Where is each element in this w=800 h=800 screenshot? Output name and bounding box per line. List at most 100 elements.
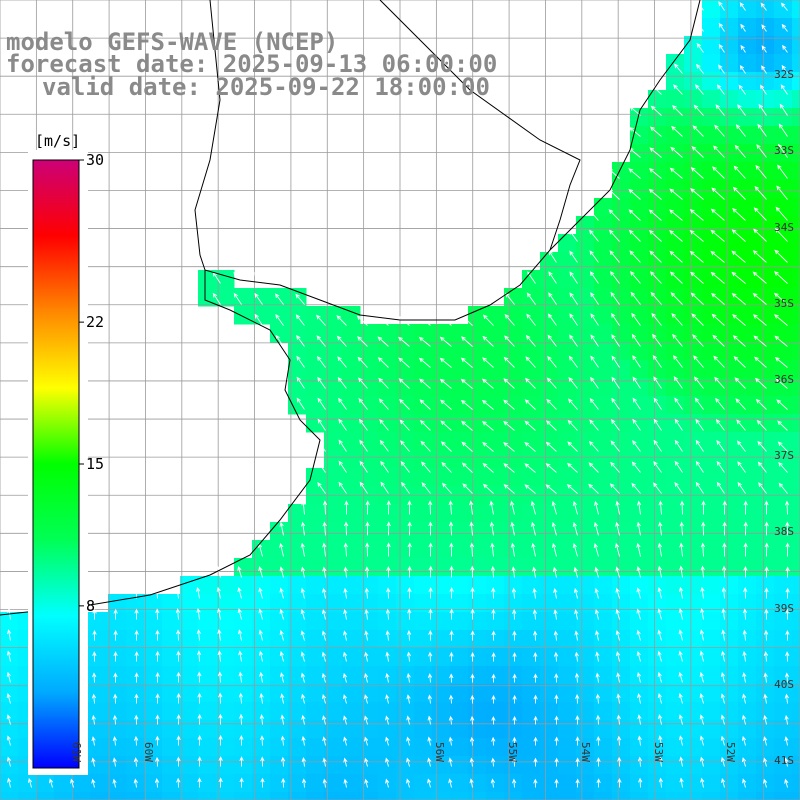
wind-arrow: [575, 693, 580, 704]
wind-cell: [252, 576, 271, 595]
wind-arrow: [400, 440, 410, 452]
wind-arrow: [615, 629, 620, 641]
wind-cell: [414, 504, 433, 523]
wind-arrow: [316, 355, 326, 368]
wind-arrow: [757, 440, 767, 452]
wind-arrow: [482, 462, 494, 473]
wind-cell: [792, 522, 800, 541]
wind-arrow: [378, 377, 389, 389]
wind-arrow: [134, 608, 139, 620]
wind-cell: [0, 792, 19, 800]
wind-arrow: [482, 335, 494, 347]
wind-cell: [234, 684, 253, 703]
wind-cell: [450, 612, 469, 631]
colorbar-tick-label: 8: [86, 596, 96, 615]
wind-cell: [612, 414, 631, 433]
wind-cell: [432, 612, 451, 631]
wind-arrow: [554, 694, 559, 704]
wind-cell: [648, 576, 667, 595]
wind-cell: [774, 720, 793, 739]
wind-arrow: [301, 778, 307, 788]
wind-arrow: [481, 399, 494, 410]
wind-cell: [450, 414, 469, 433]
wind-cell: [90, 648, 109, 667]
wind-arrow: [594, 587, 599, 599]
wind-arrow: [574, 609, 579, 620]
wind-arrow: [356, 315, 368, 326]
wind-cell: [576, 756, 595, 775]
wind-cell: [702, 342, 721, 361]
wind-arrow: [590, 292, 599, 305]
wind-cell: [720, 306, 739, 325]
wind-cell: [612, 378, 631, 397]
wind-arrow: [113, 672, 118, 683]
wind-cell: [36, 792, 55, 800]
wind-cell: [450, 756, 469, 775]
wind-arrow: [511, 587, 517, 599]
wind-cell: [612, 558, 631, 577]
wind-arrow: [653, 439, 662, 452]
wind-cell: [342, 702, 361, 721]
wind-arrow: [489, 500, 494, 515]
wind-cell: [648, 792, 667, 800]
wind-cell: [774, 234, 793, 253]
wind-arrow: [233, 292, 242, 305]
wind-arrow: [637, 756, 643, 767]
wind-cell: [666, 198, 685, 217]
wind-arrow: [337, 356, 347, 368]
wind-cell: [432, 774, 451, 793]
wind-arrow: [218, 756, 223, 767]
wind-arrow: [380, 460, 389, 473]
wind-cell: [450, 432, 469, 451]
wind-arrow: [449, 565, 454, 578]
wind-cell: [576, 558, 595, 577]
wind-cell: [648, 306, 667, 325]
wind-cell: [702, 504, 721, 523]
wind-arrow: [512, 608, 517, 620]
wind-arrow: [590, 313, 599, 326]
wind-arrow: [490, 757, 496, 767]
wind-cell: [558, 648, 577, 667]
wind-cell: [216, 576, 235, 595]
wind-cell: [306, 414, 325, 433]
wind-cell: [630, 450, 649, 469]
wind-arrow: [679, 500, 685, 515]
wind-arrow: [714, 124, 725, 137]
wind-cell: [720, 594, 739, 613]
wind-arrow: [112, 736, 118, 746]
wind-arrow: [554, 736, 559, 746]
wind-cell: [360, 738, 379, 757]
wind-arrow: [439, 315, 452, 326]
wind-arrow: [710, 250, 725, 263]
wind-cell: [198, 630, 217, 649]
wind-arrow: [322, 587, 327, 599]
wind-cell: [774, 54, 793, 73]
model-title: modelo GEFS-WAVE (NCEP): [6, 28, 339, 56]
wind-cell: [648, 198, 667, 217]
wind-cell: [342, 342, 361, 361]
wind-arrow: [589, 419, 599, 431]
wind-cell: [774, 504, 793, 523]
wind-arrow: [258, 587, 263, 599]
wind-arrow: [610, 419, 620, 431]
wind-cell: [738, 630, 757, 649]
wind-cell: [792, 306, 800, 325]
wind-cell: [486, 522, 505, 541]
wind-arrow: [322, 778, 327, 788]
wind-cell: [666, 54, 685, 73]
wind-arrow: [322, 757, 327, 767]
wind-arrow: [658, 777, 664, 788]
wind-cell: [540, 792, 559, 800]
wind-cell: [396, 468, 415, 487]
wind-cell: [432, 630, 451, 649]
wind-arrow: [385, 736, 390, 746]
wind-cell: [342, 468, 361, 487]
wind-cell: [252, 756, 271, 775]
wind-arrow: [712, 334, 725, 347]
wind-arrow: [338, 418, 347, 431]
wind-arrow: [763, 672, 768, 683]
wind-cell: [792, 450, 800, 469]
wind-arrow: [197, 671, 202, 683]
wind-arrow: [196, 629, 201, 641]
wind-arrow: [512, 715, 517, 725]
